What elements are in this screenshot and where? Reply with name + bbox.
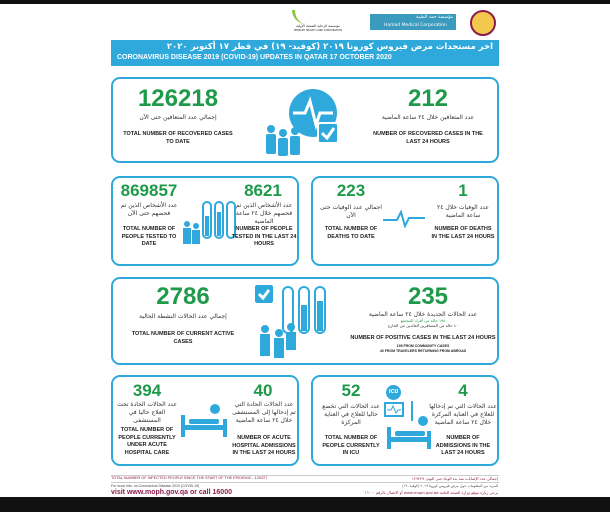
top-frame [0, 0, 610, 4]
visit-link-en[interactable]: visit www.moph.gov.qa or call 16000 [111, 489, 232, 496]
travelers-ar: ٤٠ حالة من المسافرين العائدين من الخارج [387, 323, 459, 328]
icu-bed-icon [384, 401, 431, 449]
tested-day: 8621 [244, 181, 282, 200]
title-banner: اخر مستجدات مرض فيروس كورونا ٢٠١٩ (كوفيد… [111, 40, 499, 66]
tested-day-ar: عدد الأشخاص الذين تم فحصهم خلال ٢٤ ساعة … [235, 202, 293, 225]
acute-total-en: TOTAL NUMBER OF PEOPLE CURRENTLY UNDER A… [118, 427, 176, 456]
heartbeat-line-icon [383, 209, 425, 228]
active-day-en: NUMBER OF POSITIVE CASES IN THE LAST 24 … [350, 335, 496, 341]
active-day: 235 [407, 283, 449, 310]
icu-total-en: TOTAL NUMBER OF PEOPLE CURRENTLY IN ICU [322, 435, 380, 456]
phcc-ar: مؤسسة الرعاية الصحية الأولية [296, 24, 340, 28]
footer-divider-2 [111, 482, 499, 483]
active-total-ar: إجمالي عدد الحالات النشطة الحالية [139, 313, 227, 320]
icu-day-ar: عدد الحالات التي تم إدخالها للعلاج في ال… [429, 403, 497, 426]
deaths-day-en: NUMBER OF DEATHS IN THE LAST 24 HOURS [431, 226, 495, 240]
icu-card: 52 عدد الحالات التي تخضع حاليا للعلاج في… [311, 375, 499, 466]
active-card: 2786 إجمالي عدد الحالات النشطة الحالية T… [111, 277, 499, 365]
active-day-ar: عدد الحالات الجديدة خلال ٢٤ ساعة الماضية [368, 311, 478, 318]
deaths-total-en: TOTAL NUMBER OF DEATHS TO DATE [324, 226, 378, 240]
title-ar: اخر مستجدات مرض فيروس كورونا ٢٠١٩ (كوفيد… [166, 42, 493, 52]
phcc-en: PRIMARY HEALTH CARE CORPORATION [294, 29, 342, 32]
travelers-en: 40 FROM TRAVELERS RETURNING FROM ABROAD [379, 349, 467, 353]
infected-total-ar: إجمالي عدد الإصابات منذ بدء الوباء حتى ا… [411, 476, 498, 481]
more-info-en: For more info. on Coronavirus Disease 20… [111, 484, 200, 488]
bottom-frame [0, 497, 610, 512]
hospital-bed-icon [181, 404, 227, 437]
community-ar: ١٩٥ حالة من أفراد المجتمع [400, 318, 446, 323]
recovered-day-ar: عدد المتعافين خلال ٢٤ ساعة الماضية [381, 114, 475, 121]
active-cases-tubes-icon [255, 285, 326, 358]
deaths-day: 1 [458, 181, 468, 200]
icu-total-ar: عدد الحالات التي تخضع حاليا للعلاج في ال… [322, 403, 380, 426]
tested-total: 869857 [120, 181, 178, 200]
more-info-ar: المزيد من المعلومات حول مرض فيروس كورونا… [402, 484, 498, 488]
deaths-total-ar: اجمالي عدد الوفيات حتى الآن [320, 204, 382, 219]
acute-total-ar: عدد الحالات الحادة تحت العلاج حاليا في ا… [117, 401, 177, 424]
active-total: 2786 [156, 283, 210, 310]
visit-link-ar[interactable]: يرجى زيارة موقع وزارة الصحة العامة www.m… [364, 490, 499, 495]
recovered-day: 212 [407, 85, 449, 112]
tested-total-en: TOTAL NUMBER OF PEOPLE TESTED TO DATE [121, 226, 177, 247]
recovered-total-en: TOTAL NUMBER OF RECOVERED CASES TO DATE [123, 131, 233, 145]
infected-total-en: TOTAL NUMBER OF INFECTED PEOPLE SINCE TH… [111, 476, 268, 480]
test-tubes-people-icon [183, 201, 236, 244]
phcc-logo: مؤسسة الرعاية الصحية الأولية PRIMARY HEA… [288, 8, 348, 34]
acute-day-ar: عدد الحالات الحادة التي تم إدخالها إلى ا… [232, 401, 296, 424]
icu-day: 4 [458, 381, 468, 400]
acute-total: 394 [132, 381, 162, 400]
recovered-day-en: NUMBER OF RECOVERED CASES IN THE LAST 24… [373, 131, 483, 145]
moph-logo [470, 10, 496, 36]
hmc-ar: مؤسسة حمد الطبية [416, 15, 453, 20]
acute-card: 394 عدد الحالات الحادة تحت العلاج حاليا … [111, 375, 299, 466]
footer-divider [111, 475, 499, 476]
leaf-icon [292, 10, 310, 24]
icu-badge: ICU [386, 385, 401, 400]
acute-day: 40 [253, 381, 273, 400]
deaths-day-ar: عدد الوفيات خلال ٢٤ ساعة الماضية [437, 204, 489, 219]
recovered-people-chart-icon [266, 89, 339, 156]
recovered-card: 126218 إجمالي عدد المتعافين حتى الآن TOT… [111, 77, 499, 163]
recovered-total-ar: إجمالي عدد المتعافين حتى الآن [139, 114, 217, 121]
hmc-logo: مؤسسة حمد الطبية Hamad Medical Corporatio… [370, 14, 456, 30]
tested-card: 869857 عدد الأشخاص الذين تم فحصهم حتى ال… [111, 176, 299, 266]
hmc-en: Hamad Medical Corporation [384, 23, 447, 28]
recovered-total: 126218 [137, 85, 219, 112]
title-en: CORONAVIRUS DISEASE 2019 (COVID-19) UPDA… [117, 54, 392, 61]
tested-day-en: NUMBER OF PEOPLE TESTED IN THE LAST 24 H… [231, 226, 297, 247]
community-en: 195 FROM COMMUNITY CASES [396, 344, 450, 348]
acute-day-en: NUMBER OF ACUTE HOSPITAL ADMISSIONS IN T… [232, 435, 296, 456]
active-total-en: TOTAL NUMBER OF CURRENT ACTIVE CASES [131, 331, 235, 345]
icu-total: 52 [341, 381, 361, 400]
icu-day-en: NUMBER OF ADMISSIONS IN THE LAST 24 HOUR… [435, 435, 491, 456]
deaths-card: 223 اجمالي عدد الوفيات حتى الآن TOTAL NU… [311, 176, 499, 266]
deaths-total: 223 [336, 181, 366, 200]
tested-total-ar: عدد الأشخاص الذين تم فحصهم حتى الآن [120, 202, 178, 217]
